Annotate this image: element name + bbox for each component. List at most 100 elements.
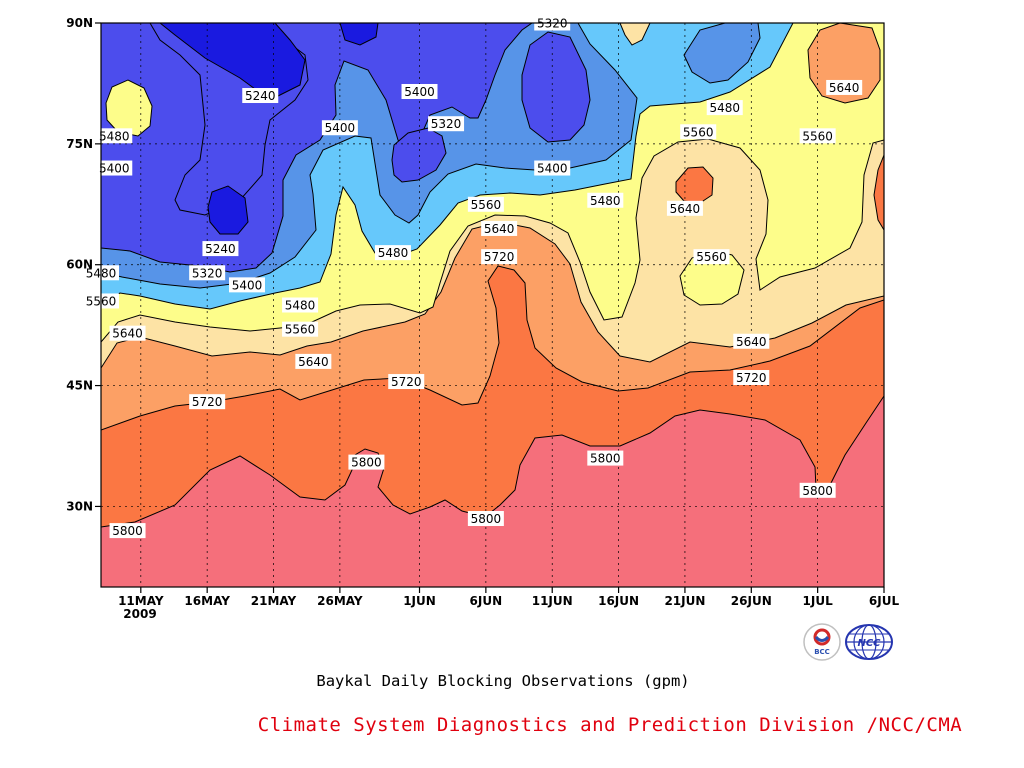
- contour-label: 5640: [109, 325, 146, 341]
- y-tick-label: 30N: [66, 499, 93, 513]
- svg-text:5720: 5720: [736, 371, 767, 385]
- x-tick-label: 16JUN: [598, 594, 639, 608]
- contour-label: 5800: [799, 482, 836, 498]
- contour-label: 5480: [374, 245, 411, 261]
- x-tick-label: 11MAY: [118, 594, 164, 608]
- svg-text:5560: 5560: [802, 129, 833, 143]
- contour-label: 5480: [587, 192, 624, 208]
- plot-frame: [100, 22, 885, 588]
- contour-label: 5480: [706, 100, 743, 116]
- core-5320-region-east: [391, 127, 447, 183]
- y-tick-label: 45N: [66, 379, 93, 393]
- contour-label: 5400: [228, 277, 265, 293]
- x-tick-label: 21JUN: [664, 594, 705, 608]
- svg-text:5720: 5720: [391, 375, 422, 389]
- svg-text:5480: 5480: [285, 299, 316, 313]
- credit-line: Climate System Diagnostics and Predictio…: [257, 714, 963, 736]
- svg-text:5480: 5480: [590, 194, 621, 208]
- x-tick-label: 1JUL: [803, 594, 834, 608]
- core-5480-region-may09: [105, 79, 153, 137]
- svg-text:5480: 5480: [99, 129, 130, 143]
- ncc-logo: NCC: [845, 624, 893, 660]
- core-5480-region-jun11-yellow: [619, 23, 651, 46]
- contour-label: 5720: [481, 249, 518, 265]
- svg-text:5400: 5400: [404, 85, 435, 99]
- svg-text:5240: 5240: [245, 89, 276, 103]
- svg-text:5400: 5400: [232, 278, 263, 292]
- svg-text:5720: 5720: [484, 250, 515, 264]
- contour-label: 5400: [96, 160, 133, 176]
- svg-text:5640: 5640: [298, 355, 329, 369]
- svg-text:5560: 5560: [471, 198, 502, 212]
- contour-label: 5240: [242, 88, 279, 104]
- svg-text:5560: 5560: [285, 323, 316, 337]
- contour-label: 5640: [666, 200, 703, 216]
- bcc-logo: BCC: [803, 623, 841, 661]
- contour-label: 5560: [467, 196, 504, 212]
- x-tick-label: 21MAY: [251, 594, 297, 608]
- svg-text:5320: 5320: [431, 117, 462, 131]
- contour-label: 5640: [295, 353, 332, 369]
- x-tick-label: 6JUL: [869, 594, 900, 608]
- contour-label: 5800: [109, 523, 146, 539]
- svg-text:5400: 5400: [537, 162, 568, 176]
- svg-text:NCC: NCC: [857, 638, 881, 649]
- svg-text:5560: 5560: [683, 125, 714, 139]
- core-5400-region-jun23: [683, 23, 761, 84]
- y-tick-label: 60N: [66, 258, 93, 272]
- x-tick-label: 26JUN: [731, 594, 772, 608]
- y-tick-label: 90N: [66, 16, 93, 30]
- contour-label: 5560: [799, 128, 836, 144]
- svg-text:5400: 5400: [325, 121, 356, 135]
- contour-label: 5720: [388, 374, 425, 390]
- contour-label: 5800: [587, 450, 624, 466]
- contour-label: 5640: [826, 79, 863, 95]
- svg-text:5800: 5800: [802, 484, 833, 498]
- x-tick-label: 6JUN: [470, 594, 503, 608]
- contour-labels: 5240524053205320532054005400540054005400…: [83, 15, 863, 539]
- contour-label: 5400: [534, 160, 571, 176]
- svg-text:5480: 5480: [709, 101, 740, 115]
- core-5240-region-west: [159, 23, 306, 101]
- grid: [101, 23, 884, 587]
- svg-text:5400: 5400: [99, 162, 130, 176]
- core-5640-region-jul06: [873, 154, 884, 231]
- y-axis: 30N 45N 60N 75N 90N: [66, 16, 101, 513]
- contour-label: 5800: [467, 511, 504, 527]
- svg-text:5560: 5560: [696, 250, 727, 264]
- contour-label: 5720: [189, 394, 226, 410]
- year-label: 2009: [123, 607, 156, 621]
- contour-label: 5320: [428, 116, 465, 132]
- contour-label: 5800: [348, 454, 385, 470]
- x-tick-label: 16MAY: [184, 594, 230, 608]
- contour-label: 5400: [321, 120, 358, 136]
- svg-text:5800: 5800: [351, 456, 382, 470]
- svg-text:5320: 5320: [192, 266, 223, 280]
- svg-text:BCC: BCC: [814, 648, 830, 656]
- svg-text:5240: 5240: [205, 242, 236, 256]
- contour-label: 5720: [733, 370, 770, 386]
- contour-label: 5400: [401, 83, 438, 99]
- contour-label: 5480: [96, 128, 133, 144]
- svg-text:5640: 5640: [484, 222, 515, 236]
- contour-label: 5560: [680, 124, 717, 140]
- chart-title: Baykal Daily Blocking Observations (gpm): [316, 672, 690, 690]
- x-tick-label: 11JUN: [532, 594, 573, 608]
- svg-text:5800: 5800: [471, 512, 502, 526]
- svg-text:5480: 5480: [378, 246, 409, 260]
- x-tick-label: 1JUN: [403, 594, 436, 608]
- core-5320-region-arctic: [339, 23, 379, 46]
- plot-area: [101, 23, 884, 587]
- x-axis: 11MAY 16MAY 21MAY 26MAY 1JUN 6JUN 11JUN 16JUN 21…: [118, 587, 899, 608]
- svg-text:5800: 5800: [112, 524, 143, 538]
- svg-text:5640: 5640: [112, 327, 143, 341]
- y-tick-label: 75N: [66, 137, 93, 151]
- x-tick-label: 26MAY: [317, 594, 363, 608]
- contour-label: 5640: [481, 220, 518, 236]
- core-5240-region-south: [207, 185, 249, 235]
- svg-text:5800: 5800: [590, 452, 621, 466]
- svg-text:5640: 5640: [670, 202, 701, 216]
- contour-label: 5480: [282, 297, 319, 313]
- contour-label: 5320: [189, 265, 226, 281]
